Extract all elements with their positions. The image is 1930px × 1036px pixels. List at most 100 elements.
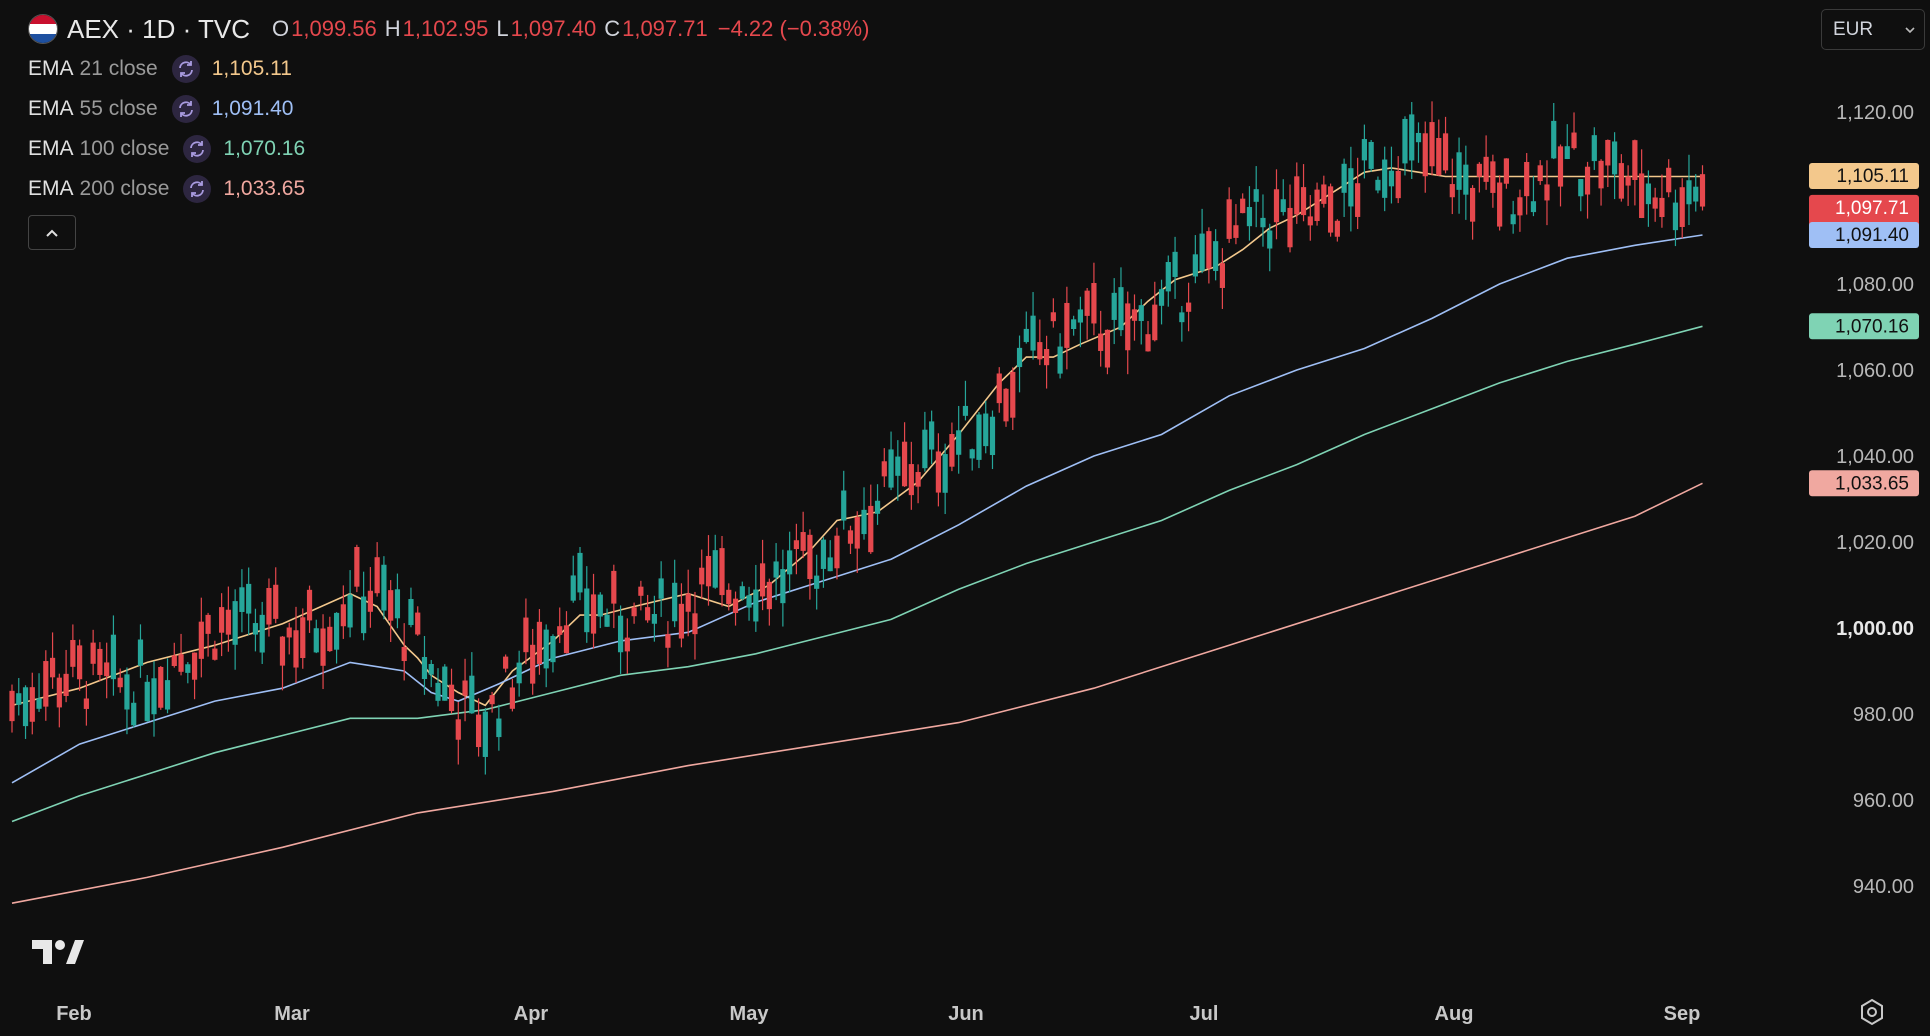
candle-body [814, 575, 820, 589]
ema-55-axis-label-text: 1,091.40 [1835, 225, 1909, 246]
ema-55-legend[interactable]: EMA 55 close 1,091.40 [28, 94, 293, 124]
candle [1382, 146, 1388, 212]
candle-body [1591, 135, 1597, 162]
chart-frame[interactable]: 940.00 960.00 980.00 1,000.00 1,020.00 1,040.… [6, 0, 1930, 1036]
candle-body [1307, 216, 1313, 226]
candle [185, 662, 191, 684]
refresh-icon[interactable] [183, 175, 212, 203]
candle [1016, 335, 1023, 393]
x-tick-label: Apr [514, 1003, 549, 1025]
candle [874, 484, 881, 525]
candle-body [1469, 187, 1476, 222]
candle-body [1334, 220, 1340, 237]
candle [354, 544, 360, 593]
candle-body [401, 646, 407, 662]
candle [482, 707, 488, 775]
refresh-icon[interactable] [171, 95, 200, 123]
candle-body [408, 599, 414, 626]
candle [259, 601, 265, 664]
candle-body [1510, 214, 1516, 225]
candle-body [1395, 170, 1401, 199]
candle-body [1598, 160, 1604, 189]
candle-body [266, 588, 272, 625]
ema-200-legend[interactable]: EMA 200 close 1,033.65 [28, 174, 305, 204]
x-tick-label: May [730, 1003, 770, 1025]
currency-dropdown[interactable]: EUR [1821, 9, 1925, 50]
candle [996, 367, 1002, 413]
candle [1091, 262, 1097, 336]
candle-body [651, 614, 657, 624]
candle [22, 685, 29, 739]
candle-body [367, 590, 373, 612]
candle [469, 652, 475, 714]
ema-100-legend[interactable]: EMA 100 close 1,070.16 [28, 134, 305, 164]
candle-body [1524, 161, 1530, 197]
candle [800, 511, 806, 559]
candle-body [780, 569, 786, 604]
candle-body [117, 677, 123, 688]
candle-body [712, 550, 718, 588]
candle-body [1118, 287, 1124, 331]
candle-body [1442, 133, 1449, 171]
y-tick-label: 1,020.00 [1836, 532, 1914, 554]
candle-body [110, 634, 117, 680]
y-tick-label: 980.00 [1853, 704, 1914, 726]
candle-body [70, 640, 76, 667]
candle-body [381, 564, 387, 611]
collapse-legend-button[interactable] [28, 215, 76, 250]
candle [922, 411, 928, 472]
candle [611, 564, 617, 629]
candle-body [1071, 319, 1077, 330]
tradingview-logo-icon[interactable] [32, 938, 84, 966]
candle-body [611, 570, 617, 604]
candle [320, 614, 326, 690]
candle-body [1632, 140, 1638, 180]
candle [645, 594, 651, 623]
candle-body [1192, 254, 1198, 277]
settings-icon[interactable] [1858, 998, 1886, 1026]
candle-body [1050, 312, 1056, 322]
candle-body [841, 490, 847, 521]
candle [246, 567, 252, 635]
candle-body [293, 630, 299, 668]
candle [536, 609, 543, 675]
ema-55-name: EMA [28, 97, 74, 120]
candle-body [1611, 141, 1618, 175]
candle [300, 608, 306, 669]
candle [1645, 170, 1652, 227]
candle-body [333, 612, 340, 650]
candle-body [1145, 334, 1151, 352]
candle-body [239, 587, 245, 612]
ema-21-legend[interactable]: EMA 21 close 1,105.11 [28, 54, 292, 84]
candle-body [766, 581, 772, 610]
candle-body [219, 607, 225, 633]
candle-body [273, 584, 279, 619]
candle-body [908, 464, 914, 496]
candle [1639, 149, 1645, 219]
candle [1267, 223, 1273, 272]
candle [408, 587, 414, 628]
refresh-icon[interactable] [183, 135, 212, 163]
candle-body [104, 662, 110, 677]
candle-body [1429, 122, 1435, 167]
refresh-icon[interactable] [171, 55, 200, 83]
candle [827, 540, 833, 572]
candle-body [1010, 371, 1016, 418]
candle [929, 410, 935, 465]
symbol-title[interactable]: AEX · 1D · TVC [67, 13, 251, 44]
candle-body [685, 593, 691, 612]
netherlands-flag-icon [28, 14, 58, 44]
candle [1469, 185, 1476, 240]
candle-body [1436, 137, 1442, 176]
candle [279, 636, 286, 691]
candle [631, 602, 637, 624]
candle-body [881, 461, 887, 477]
chart-canvas[interactable]: 940.00 960.00 980.00 1,000.00 1,020.00 1,040.… [6, 0, 1930, 1036]
candle-body [1233, 225, 1239, 238]
candle [1111, 278, 1117, 345]
candle [1273, 169, 1280, 240]
ema-200-name: EMA [28, 177, 74, 200]
candle-body [1185, 302, 1192, 312]
close-value: 1,097.71 [622, 16, 708, 41]
candle-body [496, 718, 502, 738]
